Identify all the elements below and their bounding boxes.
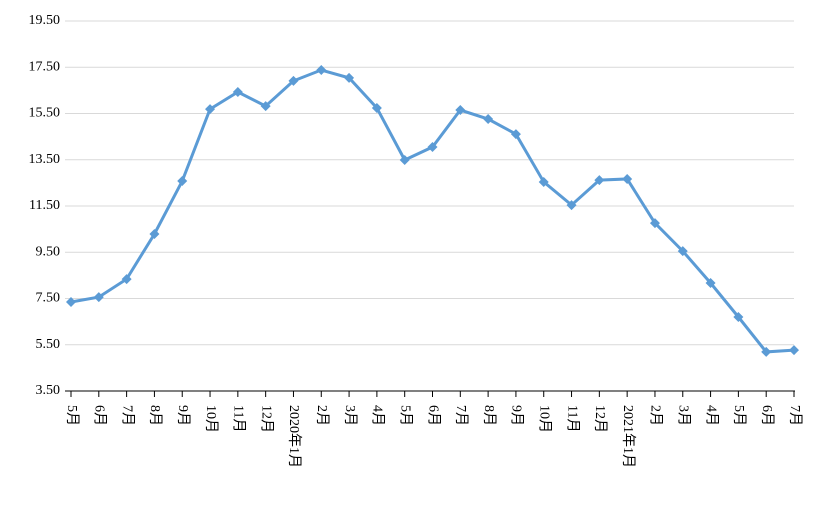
x-tick-label: 6月 [92,405,108,426]
marker [677,246,688,257]
marker [427,142,438,153]
x-tick-label: 10月 [537,405,553,433]
marker [288,75,299,86]
marker [232,86,243,97]
marker [371,102,382,113]
x-tick-label: 12月 [592,405,608,433]
x-tick-label: 4月 [703,405,719,426]
marker [149,228,160,239]
y-tick-label: 15.50 [29,106,61,121]
x-tick-label: 5月 [64,405,80,426]
marker [121,274,132,285]
y-tick-label: 17.50 [29,59,61,74]
line [70,68,795,354]
marker [260,101,271,112]
x-tick-label: 6月 [759,405,775,426]
x-tick-label: 2月 [648,405,664,426]
x-tick-label: 7月 [119,405,135,426]
marker [761,346,772,357]
x-tick-label: 9月 [175,405,191,426]
x-tick-label: 2月 [314,405,330,426]
x-tick-label: 5月 [397,405,413,426]
marker [399,154,410,165]
x-tick-label: 11月 [231,405,247,432]
marker [733,312,744,322]
y-tick-label: 9.50 [36,244,61,259]
x-tick-label: 4月 [370,405,386,426]
marker [705,278,716,289]
y-tick-label: 19.50 [29,13,61,28]
x-tick-label: 8月 [481,405,497,426]
marker [344,72,355,83]
x-tick-label: 3月 [676,405,692,426]
marker [455,105,466,116]
x-tick-label: 5月 [731,405,747,426]
x-tick-label: 7月 [453,405,469,426]
marker [205,104,216,115]
marker [510,129,521,140]
marker [93,292,104,303]
y-tick-label: 5.50 [36,337,61,352]
marker [483,114,494,125]
y-tick-label: 3.50 [36,383,61,398]
marker [622,173,633,184]
y-tick-label: 7.50 [36,291,61,306]
marker [177,176,188,187]
x-tick-label: 12月 [258,405,274,433]
x-tick-label: 3月 [342,405,358,426]
x-tick-label: 6月 [425,405,441,426]
marker [538,176,549,187]
y-tick-label: 11.50 [29,198,60,213]
marker [66,296,76,307]
x-tick-label: 8月 [147,405,163,426]
marker [789,345,799,356]
marker [649,218,660,229]
marker [594,175,605,186]
x-tick-label: 11月 [564,405,580,432]
y-tick-label: 13.50 [29,152,61,167]
x-tick-label: 2020年1月 [286,405,302,468]
x-tick-label: 10月 [203,405,219,433]
x-tick-label: 2021年1月 [620,405,636,468]
marker [566,200,577,211]
x-tick-label: 7月 [787,405,803,426]
marker [316,65,327,76]
x-tick-label: 9月 [509,405,525,426]
